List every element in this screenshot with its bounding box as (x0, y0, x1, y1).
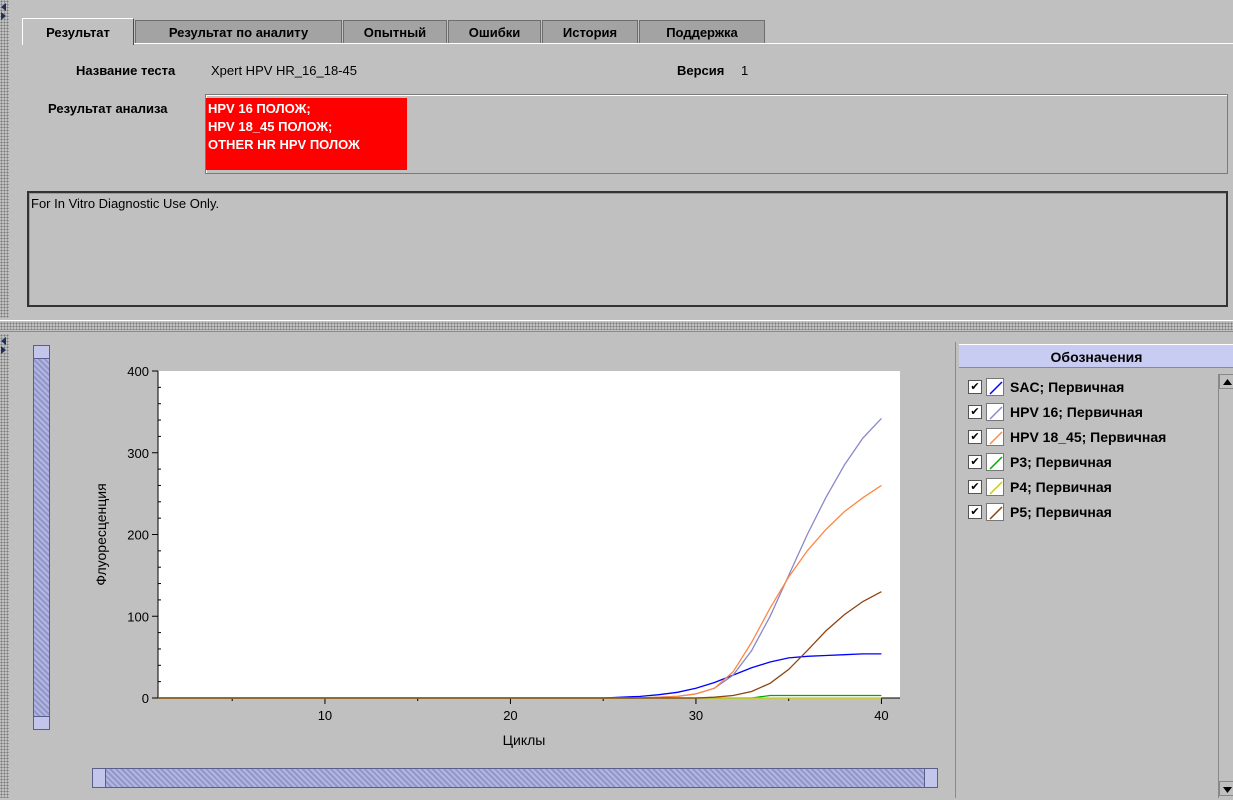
y-axis-label: Флуоресценция (93, 483, 109, 585)
left-splitter-top[interactable] (0, 0, 9, 318)
plot-area (158, 371, 900, 698)
chart-svg: 0 100 200 300 400 10 20 30 40 Циклы Флуоресценция (93, 364, 900, 748)
analysis-result-label: Результат анализа (48, 101, 168, 116)
legend-scroll-up-button[interactable] (1219, 374, 1233, 389)
collapse-left-arrow-icon-lower[interactable] (1, 337, 6, 345)
tab-underline (22, 43, 1233, 44)
tab-result[interactable]: Результат (22, 18, 134, 45)
tab-support[interactable]: Поддержка (639, 20, 765, 44)
analysis-result-highlight: HPV 16 ПОЛОЖ; HPV 18_45 ПОЛОЖ; OTHER HR … (206, 98, 407, 170)
legend-line-swatch-icon (986, 477, 1004, 496)
ivd-notice: For In Vitro Diagnostic Use Only. (31, 196, 220, 211)
tab-errors[interactable]: Ошибки (448, 20, 541, 44)
vertical-zoom-slider[interactable] (33, 345, 50, 730)
horizontal-zoom-left-handle[interactable] (92, 768, 106, 788)
legend-label: SAC; Первичная (1010, 378, 1125, 395)
x-axis-label: Циклы (503, 732, 546, 748)
vertical-zoom-bottom-handle[interactable] (33, 716, 50, 730)
version-label: Версия (677, 63, 725, 78)
legend-checkbox[interactable]: ✔ (968, 404, 982, 419)
tab-result-by-analyte[interactable]: Результат по аналиту (135, 20, 342, 44)
vertical-zoom-top-handle[interactable] (33, 345, 50, 359)
legend-item[interactable]: ✔ P4; Первичная (968, 474, 1218, 499)
legend-checkbox[interactable]: ✔ (968, 454, 982, 469)
tab-experimental[interactable]: Опытный (343, 20, 447, 44)
series-line (158, 591, 882, 699)
legend-label: P3; Первичная (1010, 453, 1112, 470)
y-tick-label: 300 (127, 446, 149, 461)
legend-title: Обозначения (959, 344, 1233, 368)
notes-area: For In Vitro Diagnostic Use Only. (27, 191, 1228, 307)
x-tick-label: 20 (503, 708, 517, 723)
legend-line-swatch-icon (986, 502, 1004, 521)
result-line-hpv16: HPV 16 ПОЛОЖ; (208, 101, 311, 116)
x-tick-label: 40 (874, 708, 888, 723)
expand-right-arrow-icon-lower[interactable] (1, 346, 6, 354)
horizontal-zoom-slider[interactable] (92, 768, 938, 788)
horizontal-splitter-grip[interactable] (0, 322, 1233, 330)
legend-checkbox[interactable]: ✔ (968, 379, 982, 394)
legend-item[interactable]: ✔ SAC; Первичная (968, 374, 1218, 399)
result-line-hpv18-45: HPV 18_45 ПОЛОЖ; (208, 119, 333, 134)
horizontal-zoom-right-handle[interactable] (924, 768, 938, 788)
legend-line-swatch-icon (986, 402, 1004, 421)
y-tick-label: 400 (127, 364, 149, 379)
triangle-down-icon (1223, 787, 1232, 793)
legend-scroll-down-button[interactable] (1219, 781, 1233, 796)
series-line (158, 484, 882, 699)
test-name-value: Xpert HPV HR_16_18-45 (211, 63, 357, 78)
legend-item[interactable]: ✔ HPV 18_45; Первичная (968, 424, 1218, 449)
y-tick-label: 100 (127, 609, 149, 624)
legend-label: HPV 18_45; Первичная (1010, 428, 1167, 445)
triangle-up-icon (1223, 379, 1232, 385)
legend-label: P4; Первичная (1010, 478, 1112, 495)
legend-panel: Обозначения ✔ SAC; Первичная ✔ HPV 16; Перв… (955, 342, 1233, 798)
legend-checkbox[interactable]: ✔ (968, 479, 982, 494)
y-tick-label: 0 (142, 691, 149, 706)
legend-checkbox[interactable]: ✔ (968, 429, 982, 444)
legend-scrollbar[interactable] (1218, 374, 1233, 798)
tab-history[interactable]: История (542, 20, 638, 44)
version-value: 1 (741, 63, 749, 78)
legend-line-swatch-icon (986, 427, 1004, 446)
legend-item[interactable]: ✔ P5; Первичная (968, 499, 1218, 524)
legend-line-swatch-icon (986, 377, 1004, 396)
legend-label: HPV 16; Первичная (1010, 403, 1143, 420)
legend-checkbox[interactable]: ✔ (968, 504, 982, 519)
legend-item[interactable]: ✔ P3; Первичная (968, 449, 1218, 474)
legend-label: P5; Первичная (1010, 503, 1112, 520)
collapse-left-arrow-icon[interactable] (1, 3, 6, 11)
result-line-other-hr: OTHER HR HPV ПОЛОЖ (208, 137, 360, 152)
legend-line-swatch-icon (986, 452, 1004, 471)
x-tick-label: 10 (318, 708, 332, 723)
y-tick-label: 200 (127, 528, 149, 543)
analysis-result-box: HPV 16 ПОЛОЖ; HPV 18_45 ПОЛОЖ; OTHER HR … (205, 94, 1228, 174)
x-tick-label: 30 (689, 708, 703, 723)
test-name-label: Название теста (76, 63, 176, 78)
left-splitter-bottom[interactable] (0, 334, 9, 798)
fluorescence-chart: 0 100 200 300 400 10 20 30 40 Циклы Флуоресценция (60, 345, 955, 760)
legend-list: ✔ SAC; Первичная ✔ HPV 16; Первичная ✔ HPV 18… (968, 374, 1218, 524)
legend-item[interactable]: ✔ HPV 16; Первичная (968, 399, 1218, 424)
expand-right-arrow-icon[interactable] (1, 12, 6, 20)
